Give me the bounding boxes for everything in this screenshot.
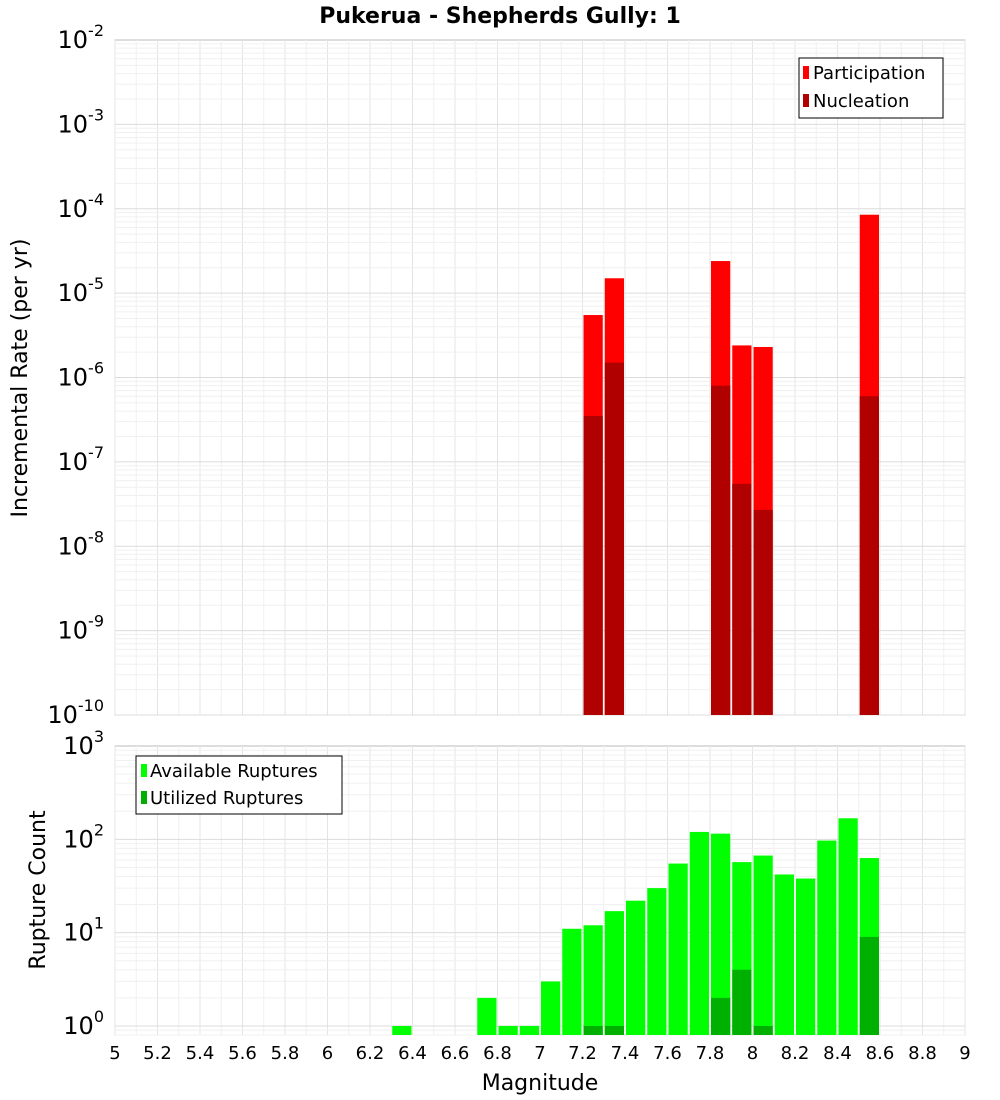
count-bar-s1 bbox=[498, 1025, 518, 1035]
count-bar-s1 bbox=[583, 925, 603, 1035]
rate-y-tick-label: 10-4 bbox=[58, 190, 105, 223]
available-legend-label: Available Ruptures bbox=[150, 761, 318, 782]
rate-y-tick-label: 10-2 bbox=[58, 21, 105, 54]
count-legend-box bbox=[135, 755, 343, 815]
count-bar-s2 bbox=[583, 1025, 603, 1035]
x-tick-label: 6.6 bbox=[441, 1043, 470, 1064]
count-bar-s1 bbox=[626, 900, 646, 1035]
count-y-tick-label: 102 bbox=[63, 820, 104, 853]
rate-y-axis-label: Incremental Rate (per yr) bbox=[8, 239, 33, 518]
x-tick-label: 5 bbox=[109, 1043, 120, 1064]
count-bar-s1 bbox=[689, 831, 709, 1035]
count-bar-s1 bbox=[392, 1025, 412, 1035]
x-tick-label: 8.2 bbox=[781, 1043, 810, 1064]
count-bar-s1 bbox=[774, 874, 794, 1035]
count-bar-s1 bbox=[796, 878, 816, 1035]
rate-bar-s2 bbox=[711, 385, 731, 715]
nucleation-legend-label: Nucleation bbox=[813, 91, 909, 112]
count-legend: Available Ruptures Utilized Ruptures bbox=[135, 755, 343, 815]
x-tick-label: 7.2 bbox=[568, 1043, 597, 1064]
x-tick-label: 5.8 bbox=[271, 1043, 300, 1064]
count-y-tick-label: 101 bbox=[63, 914, 104, 947]
x-tick-label: 7.8 bbox=[696, 1043, 725, 1064]
count-y-tick-label: 103 bbox=[63, 727, 104, 760]
x-tick-label: 8.4 bbox=[823, 1043, 852, 1064]
count-bars bbox=[392, 818, 879, 1035]
rate-legend: Participation Nucleation bbox=[798, 57, 944, 119]
x-tick-label: 8.8 bbox=[908, 1043, 937, 1064]
x-tick-label: 5.4 bbox=[186, 1043, 215, 1064]
rate-y-tick-label: 10-8 bbox=[58, 527, 105, 560]
participation-legend-label: Participation bbox=[813, 63, 925, 84]
count-bar-s2 bbox=[604, 1025, 624, 1035]
count-bar-s2 bbox=[859, 936, 879, 1035]
x-tick-label: 8.6 bbox=[866, 1043, 895, 1064]
rate-y-tick-label: 10-10 bbox=[47, 696, 104, 729]
rate-bars bbox=[583, 214, 879, 716]
rate-chart: 10-10 10-9 10-8 10-7 10-6 10-5 10-4 10-3 10-2 In… bbox=[8, 21, 966, 729]
x-tick-label: 7 bbox=[534, 1043, 545, 1064]
count-y-axis-label: Rupture Count bbox=[26, 810, 51, 970]
rate-gridlines bbox=[114, 40, 966, 716]
count-bar-s1 bbox=[711, 833, 731, 1035]
participation-legend-swatch bbox=[803, 66, 809, 79]
x-tick-label: 7.6 bbox=[653, 1043, 682, 1064]
x-tick-label: 6.4 bbox=[398, 1043, 427, 1064]
utilized-legend-swatch bbox=[141, 791, 147, 804]
available-legend-swatch bbox=[141, 764, 147, 777]
count-y-tick-label: 100 bbox=[63, 1007, 104, 1040]
x-tick-label: 6.8 bbox=[483, 1043, 512, 1064]
rate-y-tick-label: 10-3 bbox=[58, 105, 105, 138]
nucleation-legend-swatch bbox=[803, 94, 809, 107]
rate-y-tick-label: 10-9 bbox=[58, 612, 105, 645]
x-tick-label: 6 bbox=[322, 1043, 333, 1064]
rate-y-tick-labels: 10-10 10-9 10-8 10-7 10-6 10-5 10-4 10-3 10-2 bbox=[47, 21, 104, 729]
x-tick-label: 9 bbox=[959, 1043, 970, 1064]
rate-legend-box bbox=[798, 57, 944, 119]
rate-bar-s2 bbox=[753, 509, 773, 715]
count-y-tick-labels: 100 101 102 103 bbox=[63, 727, 104, 1040]
count-bar-s1 bbox=[668, 863, 688, 1035]
rate-y-tick-label: 10-6 bbox=[58, 359, 105, 392]
count-bar-s1 bbox=[604, 911, 624, 1035]
count-bar-s2 bbox=[753, 1025, 773, 1035]
chart-title: Pukerua - Shepherds Gully: 1 bbox=[319, 4, 681, 29]
count-bar-s1 bbox=[753, 855, 773, 1035]
count-bar-s2 bbox=[732, 969, 752, 1035]
rate-bar-s2 bbox=[604, 362, 624, 715]
rate-y-tick-label: 10-7 bbox=[58, 443, 105, 476]
count-bar-s1 bbox=[562, 928, 582, 1035]
x-tick-label: 6.2 bbox=[356, 1043, 385, 1064]
count-bar-s1 bbox=[817, 840, 837, 1035]
x-tick-label: 5.6 bbox=[228, 1043, 257, 1064]
x-tick-label: 7.4 bbox=[611, 1043, 640, 1064]
count-bar-s1 bbox=[541, 981, 561, 1035]
utilized-legend-label: Utilized Ruptures bbox=[150, 788, 303, 809]
x-tick-labels: 5 5.2 5.4 5.6 5.8 6 6.2 6.4 6.6 6.8 7 7.2 7.4 7.6 7.8 8… bbox=[109, 1043, 970, 1064]
x-axis-label: Magnitude bbox=[482, 1071, 599, 1096]
count-bar-s1 bbox=[838, 818, 858, 1035]
count-bar-s2 bbox=[711, 997, 731, 1035]
count-bar-s1 bbox=[477, 997, 497, 1035]
x-tick-label: 5.2 bbox=[143, 1043, 172, 1064]
rate-y-tick-label: 10-5 bbox=[58, 274, 105, 307]
count-chart: 100 101 102 103 5 5.2 5.4 5.6 5.8 6 6.2 6.4 6.6 6.8 7… bbox=[26, 727, 971, 1064]
x-tick-label: 8 bbox=[747, 1043, 758, 1064]
rate-bar-s2 bbox=[583, 415, 603, 715]
rate-bar-s2 bbox=[732, 483, 752, 715]
rate-bar-s2 bbox=[859, 396, 879, 715]
count-bar-s1 bbox=[519, 1025, 539, 1035]
count-bar-s1 bbox=[647, 888, 667, 1035]
